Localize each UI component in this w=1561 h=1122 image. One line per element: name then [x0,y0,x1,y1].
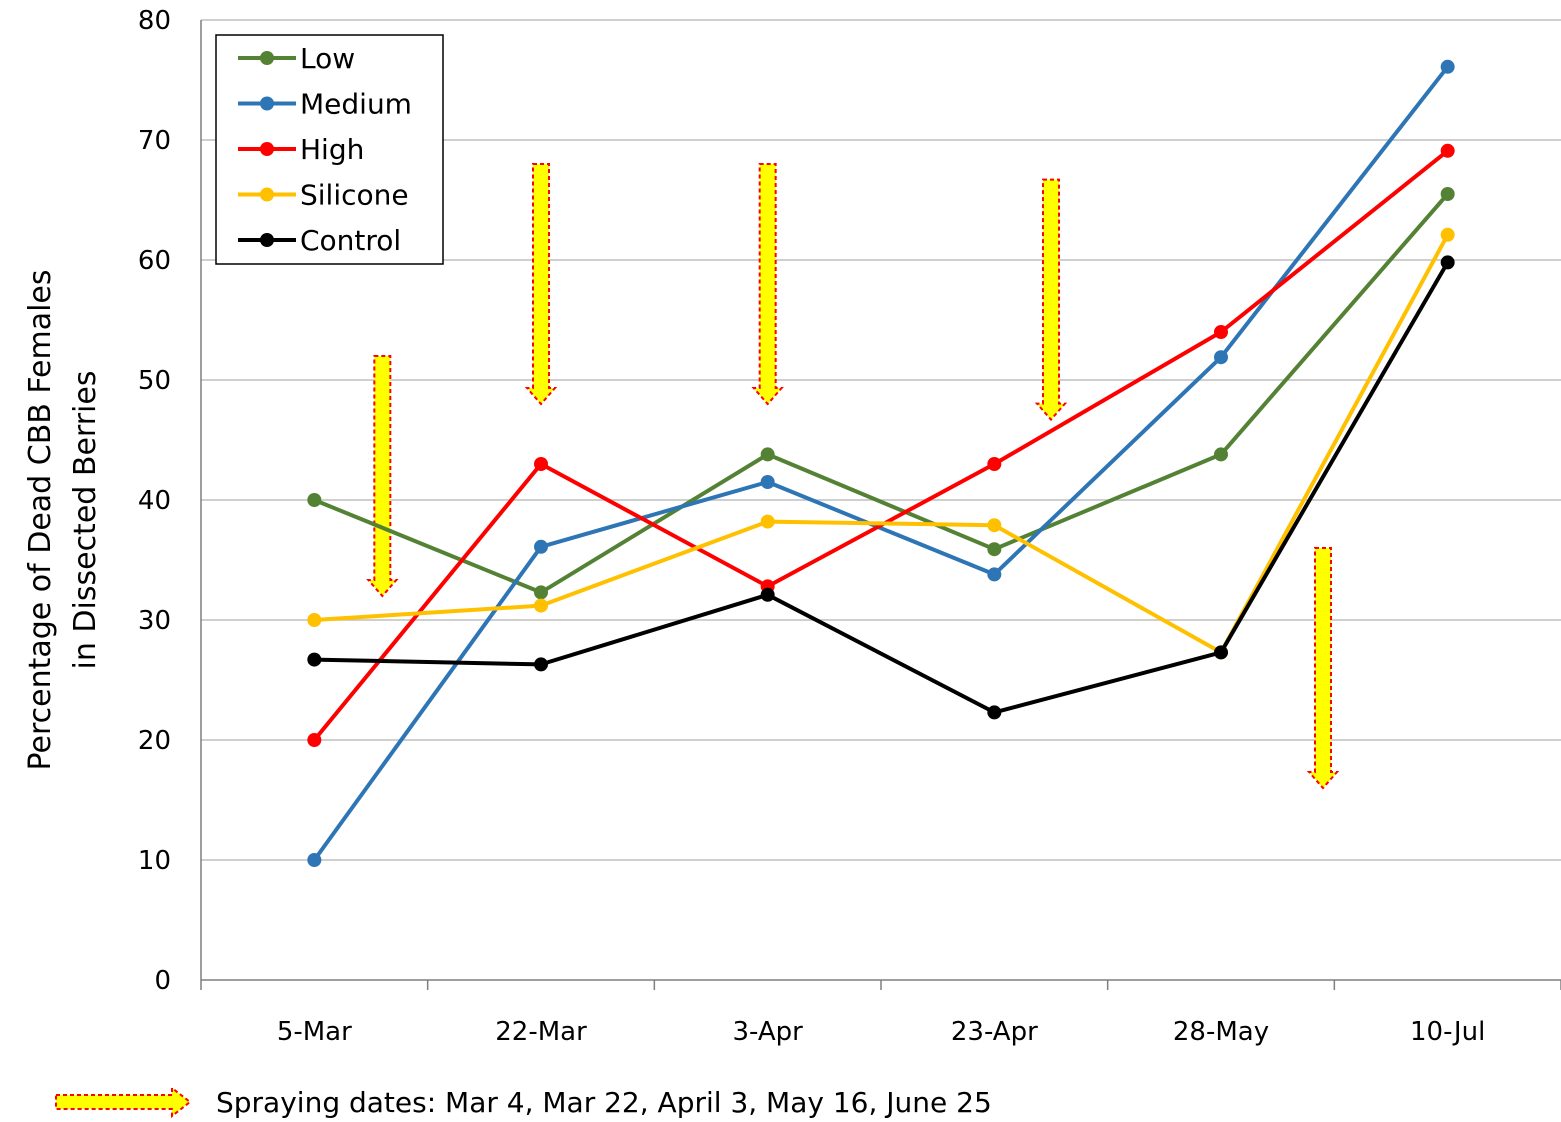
point-low-28-May [1214,447,1228,462]
legend-marker-medium [260,96,274,111]
legend-label-low: Low [300,42,355,75]
point-low-3-Apr [760,447,775,462]
spray-arrow-3 [751,163,784,406]
spray-arrow-1 [366,355,399,598]
point-high-28-May [1214,325,1228,339]
point-low-22-Mar [534,585,548,600]
series-line-medium [312,65,1450,862]
series-line-silicone [314,233,1450,655]
point-medium-5-Mar [307,853,322,867]
x-tick-label-23-Apr: 23-Apr [951,1017,1038,1047]
footnote-arrow-icon [55,1085,192,1119]
x-tick-label-10-Jul: 10-Jul [1410,1017,1485,1047]
point-control-3-Apr [760,587,775,602]
y-axis-title-line-1: Percentage of Dead CBB Females [23,269,58,770]
x-tick-label-28-May: 28-May [1173,1017,1269,1047]
point-medium-22-Mar [534,539,548,554]
x-tick-label-5-Mar: 5-Mar [277,1017,352,1047]
y-tick-label-40: 40 [138,486,171,516]
y-tick-label-10: 10 [138,846,171,876]
y-tick-label-60: 60 [138,246,171,276]
point-medium-10-Jul [1440,59,1455,74]
point-high-10-Jul [1440,143,1455,158]
legend-label-high: High [300,133,364,166]
point-control-5-Mar [307,652,322,667]
point-control-10-Jul [1440,255,1455,270]
x-tick-label-3-Apr: 3-Apr [732,1017,803,1047]
point-silicone-23-Apr [987,518,1002,533]
point-control-23-Apr [987,705,1002,720]
y-tick-label-30: 30 [138,606,171,636]
y-tick-label-0: 0 [154,966,171,996]
point-control-28-May [1214,645,1228,660]
x-tick-label-22-Mar: 22-Mar [495,1017,587,1047]
spray-arrow-5 [1306,547,1340,790]
series-line-control [314,261,1450,715]
legend-marker-low [260,51,274,65]
point-low-5-Mar [307,493,322,507]
point-medium-23-Apr [987,567,1002,582]
y-tick-label-80: 80 [138,6,171,36]
point-high-5-Mar [307,733,322,747]
legend-marker-high [260,142,274,156]
point-high-23-Apr [987,457,1002,471]
legend-marker-control [260,233,274,247]
y-tick-label-20: 20 [138,726,171,756]
series-line-low [313,192,1450,595]
point-silicone-10-Jul [1440,227,1455,242]
point-low-10-Jul [1440,187,1455,201]
y-tick-label-50: 50 [138,366,171,396]
spray-arrow-4 [1034,178,1068,422]
legend-label-medium: Medium [300,88,412,121]
y-tick-label-70: 70 [138,126,171,156]
point-high-22-Mar [534,457,548,471]
y-axis-title-line-2: in Dissected Berries [68,371,103,670]
point-silicone-22-Mar [534,598,548,613]
legend-marker-silicone [260,187,274,202]
point-medium-28-May [1214,350,1228,365]
spray-arrow-2 [524,163,558,406]
point-control-22-Mar [534,657,548,672]
legend-label-silicone: Silicone [300,179,409,212]
footnote-text: Spraying dates: Mar 4, Mar 22, April 3, … [216,1086,992,1118]
point-low-23-Apr [987,542,1002,557]
legend-label-control: Control [300,224,401,257]
point-silicone-5-Mar [307,613,322,627]
point-medium-3-Apr [760,475,775,489]
point-silicone-3-Apr [760,514,775,529]
